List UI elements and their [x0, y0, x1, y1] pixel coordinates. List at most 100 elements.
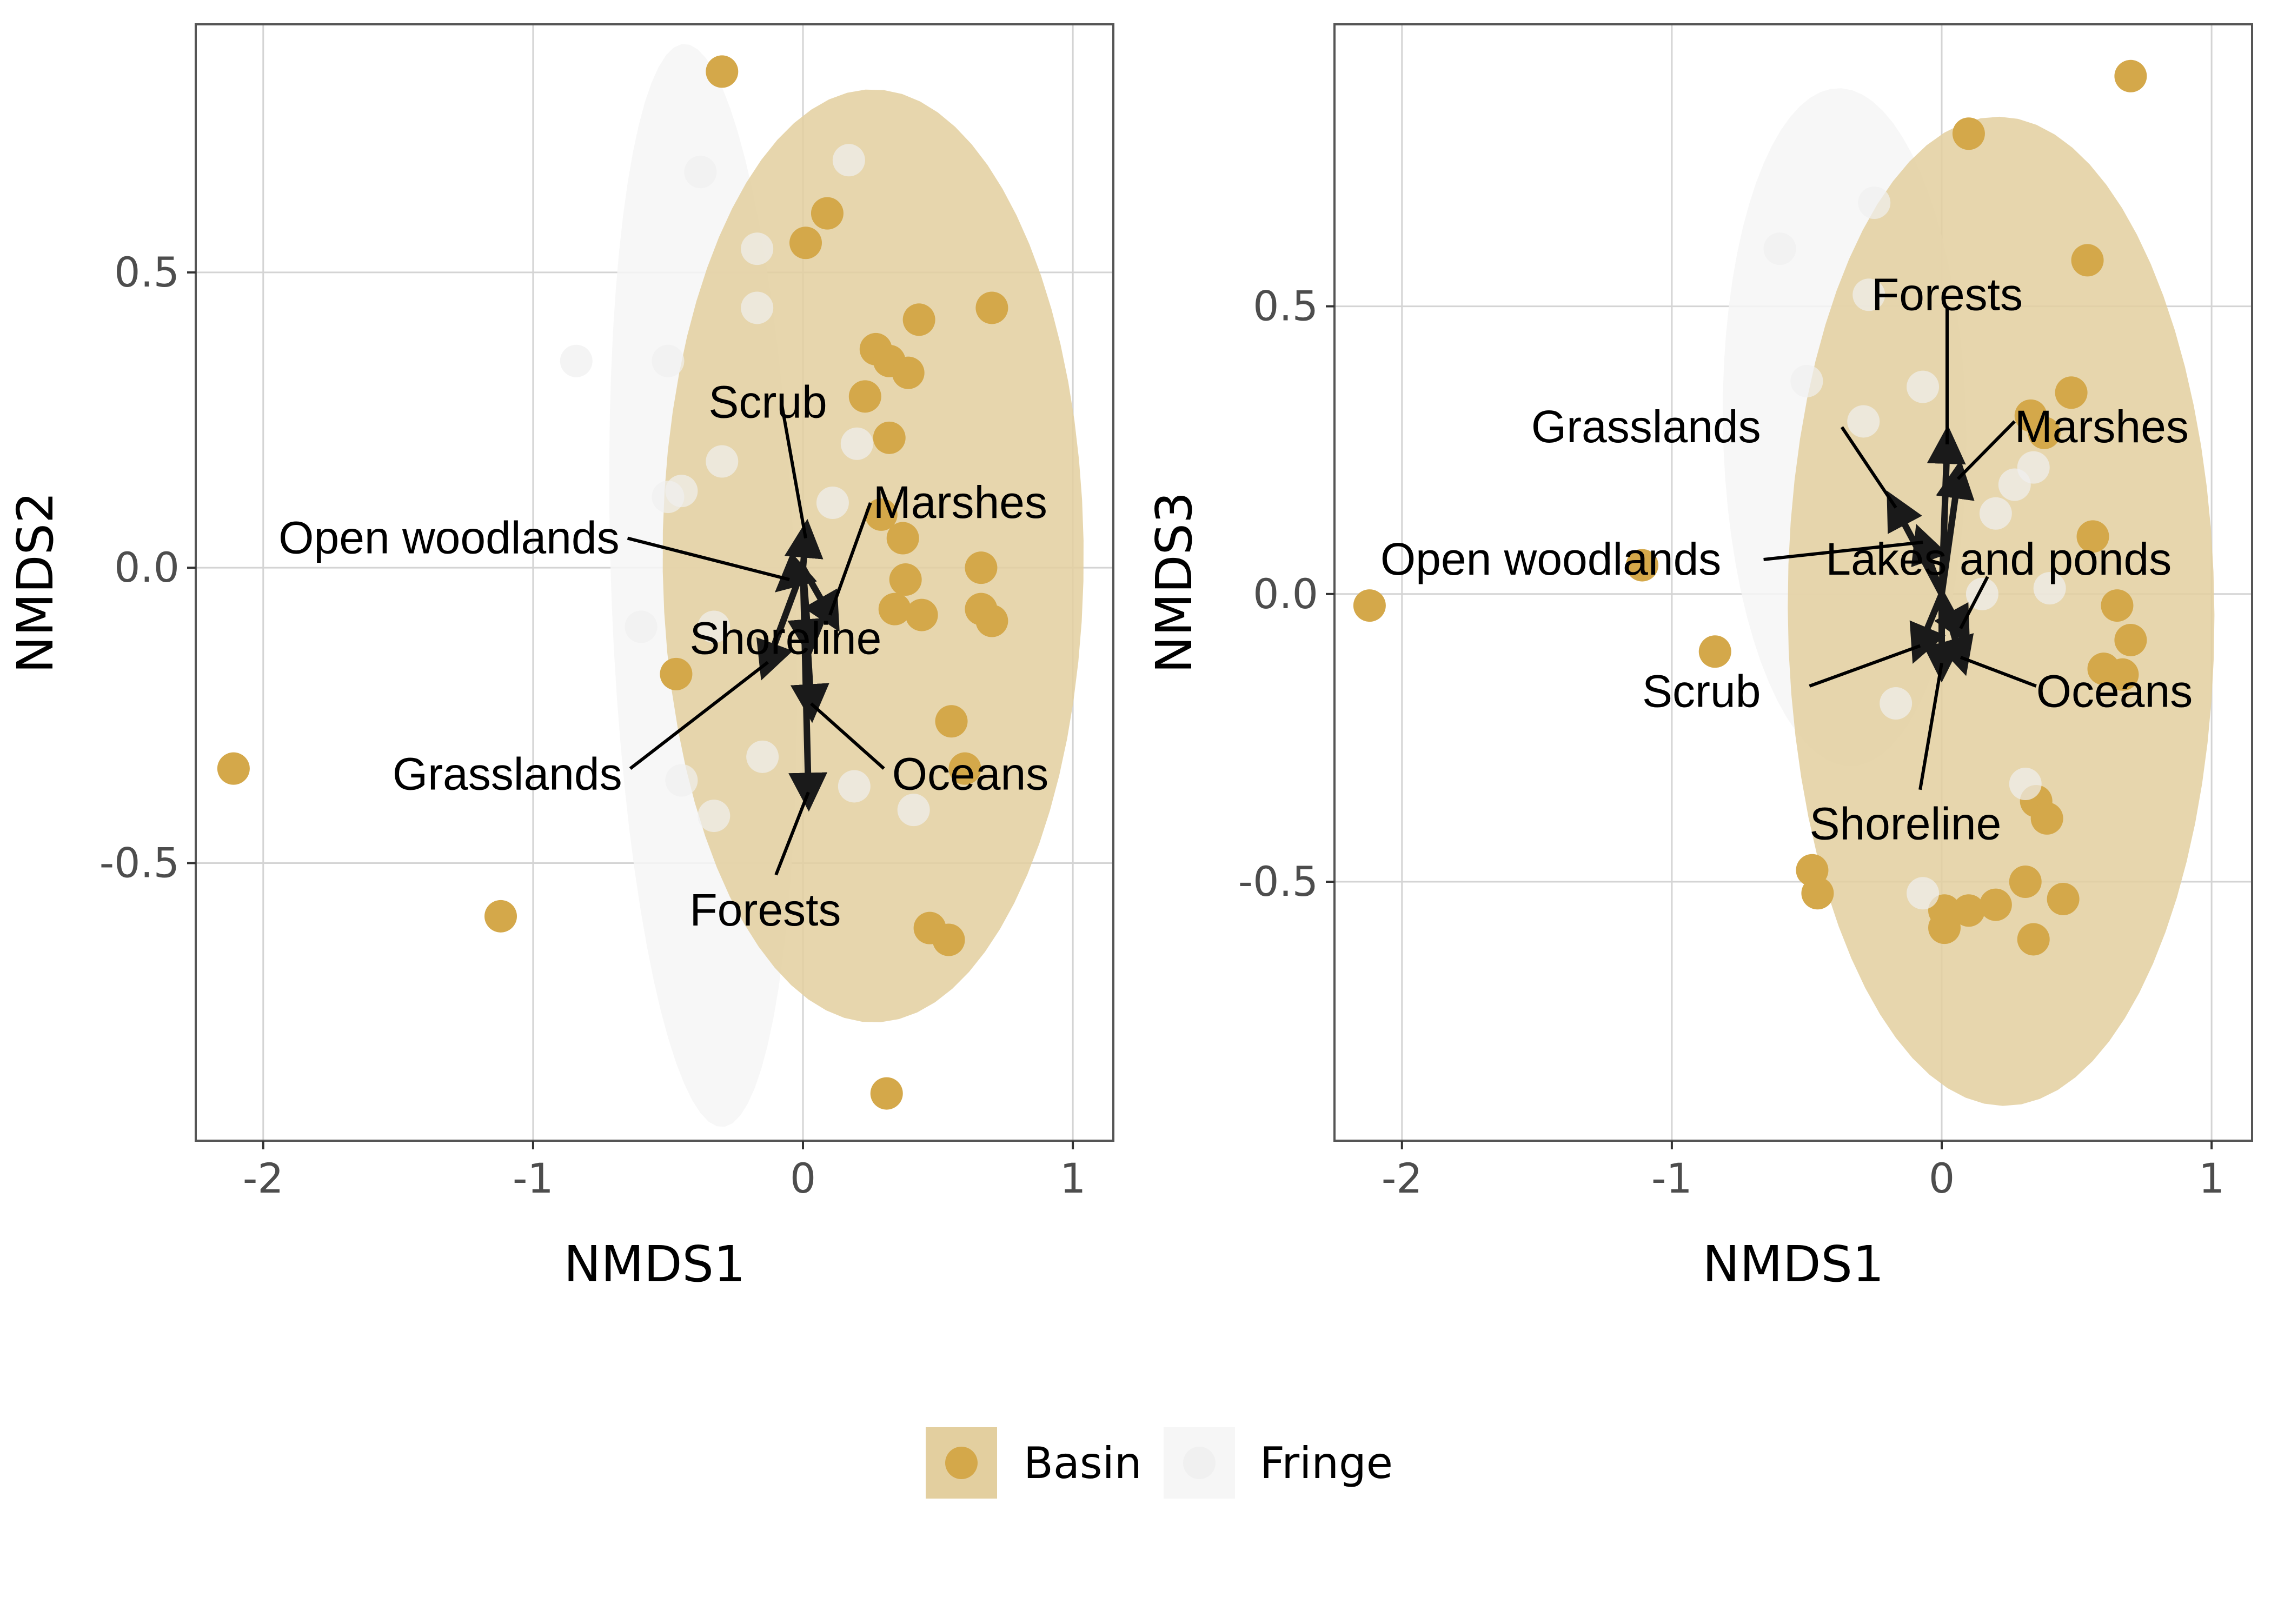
panel-border — [1333, 23, 2253, 1142]
y-tick-label: 0.5 — [1253, 282, 1318, 330]
basin-ellipse — [1788, 116, 2215, 1106]
biplot-label: Grasslands — [393, 749, 622, 800]
label-leader-line — [774, 791, 810, 876]
basin-point — [789, 227, 822, 259]
basin-point — [217, 752, 250, 785]
biplot-arrow — [784, 518, 824, 568]
biplot-arrow — [800, 566, 840, 632]
basin-point — [2017, 923, 2050, 956]
fringe-point — [560, 344, 593, 377]
fringe-point — [741, 232, 774, 265]
basin-point — [706, 55, 739, 88]
y-tick-label: -0.5 — [1238, 857, 1318, 906]
x-tick-label: -1 — [513, 1154, 554, 1202]
fringe-point — [1979, 497, 2012, 530]
biplot-label: Oceans — [892, 749, 1049, 800]
basin-point — [2028, 416, 2061, 449]
biplot-label: Grasslands — [1531, 401, 1761, 452]
legend-label-basin: Basin — [1024, 1438, 1142, 1488]
label-leader-line — [780, 402, 807, 539]
basin-point — [2047, 882, 2080, 915]
basin-point — [965, 551, 998, 584]
label-leader-line — [1840, 426, 1897, 509]
basin-point — [889, 563, 922, 596]
basin-point — [2055, 376, 2088, 409]
fringe-point — [746, 740, 779, 773]
basin-point — [873, 421, 906, 454]
biplot-label: Scrub — [708, 376, 827, 427]
basin-point — [484, 900, 517, 933]
x-axis-title: NMDS1 — [564, 1235, 746, 1293]
x-tick-label: -2 — [243, 1154, 284, 1202]
x-tick-label: 1 — [1060, 1154, 1086, 1202]
basin-point — [1952, 894, 1985, 927]
label-leader-line — [1959, 576, 1989, 630]
fringe-point — [684, 156, 717, 189]
biplot-label: Shoreline — [689, 613, 881, 663]
label-leader-line — [1809, 644, 1921, 688]
basin-point — [2030, 802, 2063, 835]
fringe-point — [1907, 877, 1940, 910]
fringe-point — [2009, 768, 2042, 801]
nmds2-panel: Scrub Open woodlands Marshes Shoreline Grass… — [6, 23, 1114, 1293]
x-tick-label: 0 — [790, 1154, 816, 1202]
y-axis-title: NMDS3 — [1145, 492, 1203, 674]
panel-border — [195, 23, 1114, 1142]
basin-point — [975, 291, 1008, 324]
basin-point — [886, 522, 919, 555]
x-tick-label: 1 — [2199, 1154, 2224, 1202]
biplot-label: Shoreline — [1809, 798, 2001, 849]
basin-point — [2071, 244, 2104, 277]
biplot-arrow — [756, 567, 806, 681]
basin-point — [848, 380, 881, 413]
biplot-label: Open woodlands — [1380, 534, 1721, 584]
biplot-label: Marshes — [2015, 401, 2189, 452]
basin-point — [660, 657, 693, 690]
fringe-point — [665, 764, 698, 797]
basin-point — [2106, 658, 2139, 691]
fringe-point — [1907, 370, 1940, 403]
x-tick-label: 0 — [1929, 1154, 1955, 1202]
basin-point — [870, 1077, 903, 1110]
biplot-arrow — [1936, 460, 1975, 595]
nmds3-panel: Forests Grasslands Marshes Open woodlands La… — [1145, 23, 2253, 1293]
label-leader-line — [1918, 663, 1943, 790]
plot-area: Forests Grasslands Marshes Open woodlands La… — [1353, 59, 2215, 1106]
basin-point — [902, 303, 935, 336]
fringe-point — [706, 445, 739, 478]
biplot-label: Forests — [1871, 269, 2023, 320]
basin-point — [1698, 635, 1731, 668]
label-leader-line — [1763, 541, 1923, 561]
label-leader-line — [627, 536, 790, 581]
fringe-point — [741, 291, 774, 324]
label-leader-line — [828, 502, 872, 616]
fringe-point — [652, 344, 685, 377]
fringe-point — [840, 427, 873, 460]
fringe-point — [1763, 232, 1796, 265]
x-axis-title: NMDS1 — [1703, 1235, 1884, 1293]
basin-point — [1353, 589, 1386, 622]
basin-point — [935, 705, 968, 738]
basin-point — [2009, 866, 2042, 898]
fringe-point — [1880, 687, 1913, 720]
biplot-label: Open woodlands — [278, 513, 619, 563]
fringe-point — [1847, 405, 1880, 438]
basin-point — [1625, 549, 1658, 582]
y-tick-label: 0.0 — [114, 543, 180, 591]
biplot-label: Forests — [689, 884, 841, 935]
basin-point — [811, 197, 844, 230]
biplot-arrow — [1911, 524, 1948, 595]
biplot-label: Marshes — [873, 477, 1047, 528]
basin-point — [878, 593, 911, 625]
basin-ellipse — [662, 89, 1084, 1022]
y-axis-title: NMDS2 — [6, 492, 64, 674]
fringe-point — [698, 800, 731, 833]
fringe-point — [1998, 468, 2031, 501]
legend-label-fringe: Fringe — [1260, 1438, 1393, 1488]
y-tick-label: -0.5 — [99, 838, 180, 887]
fringe-point — [652, 481, 685, 514]
biplot-label: Oceans — [2036, 666, 2193, 717]
basin-point — [1952, 117, 1985, 150]
